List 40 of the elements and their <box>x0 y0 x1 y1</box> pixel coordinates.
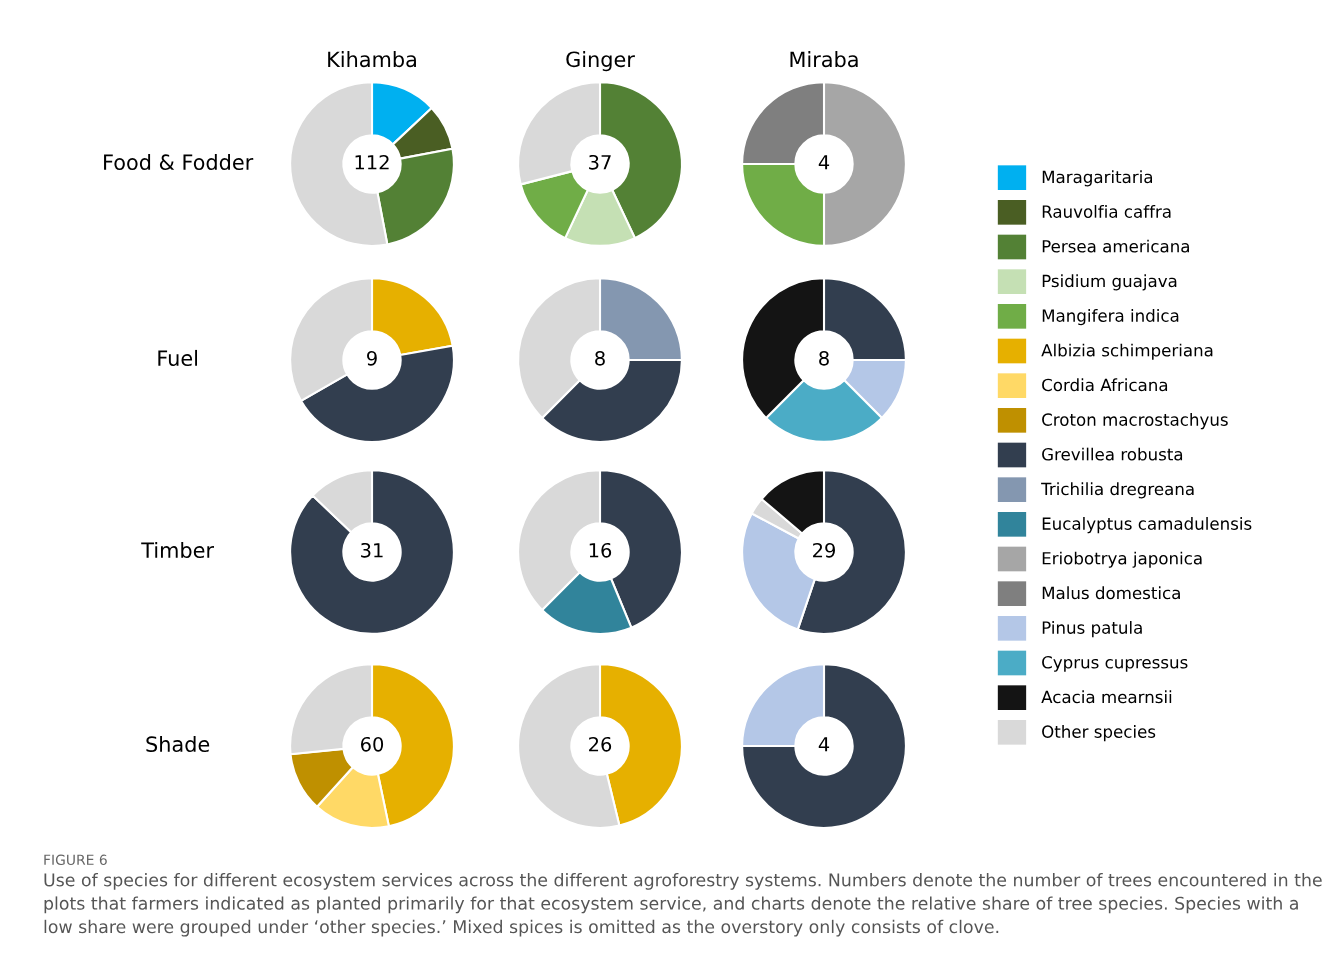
text: 8 <box>819 350 829 366</box>
chart-title: Ginger <box>566 51 635 72</box>
text: 26 <box>589 736 612 752</box>
category-label: Grevillea robusta <box>1042 447 1183 461</box>
text: 31 <box>361 542 383 558</box>
text: 29 <box>813 542 835 558</box>
text: 4 <box>818 737 830 752</box>
text: Shade <box>146 735 210 753</box>
text: Food & Fodder <box>104 153 254 171</box>
text: Timber <box>141 541 215 559</box>
text: 9 <box>367 350 377 366</box>
category-label: Pinus patula <box>1042 621 1142 638</box>
category-label: Cordia Africana <box>1042 378 1168 392</box>
category-label: Acacia mearnsii <box>1041 690 1172 704</box>
category-label: Persea americana <box>1042 239 1189 253</box>
category-label: Mangifera indica <box>1042 309 1179 326</box>
text: 37 <box>589 154 611 170</box>
text: Use of species for different ecosystem services across the different agroforestry systems. Numbers denote the number of trees encountered in the plots that farmers indicated as planted primarily for that ecosystem service, and charts denote the relative share of tree species. Species with a low share were grouped under ‘other species.’ Mixed spices is omitted as the overstory only consists of clove. <box>44 873 1322 937</box>
caption: FIGURE 6 <box>44 854 107 866</box>
category-label: Albizia schimperiana <box>1041 343 1213 360</box>
category-label: Rauvolfia caffra <box>1042 205 1171 218</box>
donut-slice <box>741 663 907 829</box>
category-label: Eriobotrya japonica <box>1042 551 1202 568</box>
text: 16 <box>589 542 612 558</box>
category-label: Psidium guajava <box>1042 274 1177 291</box>
category-label: Croton macrostachyus <box>1042 413 1228 430</box>
donut-slice <box>289 469 455 635</box>
category-label: Malus domestica <box>1042 586 1180 600</box>
text: 60 <box>360 736 384 752</box>
category-label: Maragaritaria <box>1042 170 1153 187</box>
text: Fuel <box>158 349 198 367</box>
category-label: Trichilia dregreana <box>1041 482 1194 499</box>
category-label: Other species <box>1042 725 1156 742</box>
chart-title: Miraba <box>790 51 858 68</box>
text: 8 <box>595 350 605 366</box>
text: 4 <box>818 155 830 170</box>
category-label: Cyprus cupressus <box>1042 655 1188 672</box>
text: 112 <box>355 154 389 170</box>
chart-title: Kihamba <box>328 51 416 68</box>
category-label: Eucalyptus camadulensis <box>1042 517 1252 534</box>
